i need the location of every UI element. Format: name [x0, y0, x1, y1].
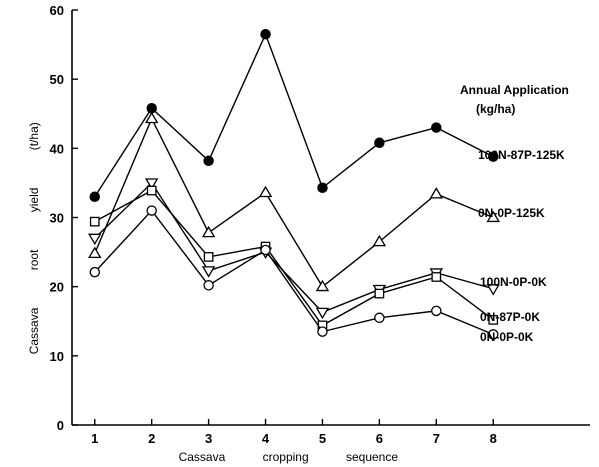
data-point	[431, 122, 442, 133]
y-tick-label: 30	[50, 211, 64, 226]
series-4: 0N-0P-0K	[89, 205, 534, 344]
data-point	[146, 102, 157, 114]
data-point	[374, 312, 385, 324]
series-label: 100N-87P-125K	[478, 148, 565, 162]
series-label: 0N-0P-125K	[478, 206, 545, 220]
data-point	[203, 252, 214, 262]
data-point	[374, 137, 385, 149]
data-point	[486, 284, 500, 296]
y-tick-label: 10	[50, 349, 64, 364]
data-point	[146, 185, 157, 196]
series-line	[94, 181, 494, 314]
data-point	[431, 272, 442, 282]
x-axis-title: Cassava cropping sequence	[179, 450, 399, 464]
series-line	[94, 189, 494, 327]
data-point	[431, 305, 442, 317]
series-line	[94, 32, 494, 198]
data-point	[315, 307, 330, 320]
series-1: 0N-0P-125K	[88, 111, 545, 292]
data-point	[487, 329, 499, 340]
data-point	[487, 151, 499, 162]
series-0: 100N-87P-125K	[89, 28, 565, 202]
x-tick-label: 6	[376, 431, 383, 446]
data-point	[146, 205, 157, 216]
data-point	[260, 28, 271, 40]
data-point	[203, 280, 214, 291]
data-point	[144, 178, 159, 190]
x-tick-label: 3	[205, 431, 212, 446]
data-point	[317, 182, 328, 194]
y-axis-title: Cassava root yield (t/ha)	[27, 122, 41, 354]
x-tick-label: 2	[148, 431, 155, 446]
data-point	[89, 216, 100, 227]
data-point	[260, 244, 271, 256]
data-point	[429, 187, 444, 199]
legend-units: (kg/ha)	[476, 102, 515, 116]
data-point	[372, 234, 387, 247]
series-2: 100N-0P-0K	[88, 178, 547, 320]
data-point	[144, 111, 159, 124]
x-tick-label: 8	[490, 431, 497, 446]
data-point	[374, 288, 385, 299]
series-layer: 100N-87P-125K 0N-0P-125K 100N-0P-0K 0N-87P-…	[88, 28, 565, 344]
series-line	[94, 209, 494, 336]
series-label: 100N-0P-0K	[480, 275, 547, 289]
data-point	[486, 210, 500, 223]
data-point	[258, 185, 273, 198]
y-tick-label: 50	[50, 72, 64, 87]
y-tick-label: 0	[57, 418, 64, 433]
data-point	[89, 191, 101, 202]
data-point	[203, 155, 214, 167]
data-point	[88, 233, 102, 246]
data-point	[317, 326, 328, 337]
x-tick-label: 4	[262, 431, 270, 446]
data-point	[488, 315, 499, 325]
series-label: 0N-87P-0K	[480, 310, 540, 324]
data-point	[89, 266, 101, 278]
legend-title: Annual Application	[460, 83, 569, 97]
x-tick-label: 5	[319, 431, 326, 446]
series-line	[94, 116, 494, 288]
axes: 0 10 20 30 40 50 60 1 2 3 4 5 6 7 8	[50, 3, 590, 446]
y-tick-label: 20	[50, 280, 64, 295]
x-tick-label: 7	[433, 431, 440, 446]
data-point	[88, 246, 102, 259]
y-tick-label: 60	[50, 3, 64, 18]
data-point	[201, 225, 216, 238]
data-point	[201, 266, 216, 278]
x-tick-label: 1	[91, 431, 98, 446]
data-point	[315, 279, 330, 292]
series-label: 0N-0P-0K	[480, 330, 534, 344]
series-3: 0N-87P-0K	[89, 185, 540, 331]
y-tick-label: 40	[50, 141, 64, 156]
